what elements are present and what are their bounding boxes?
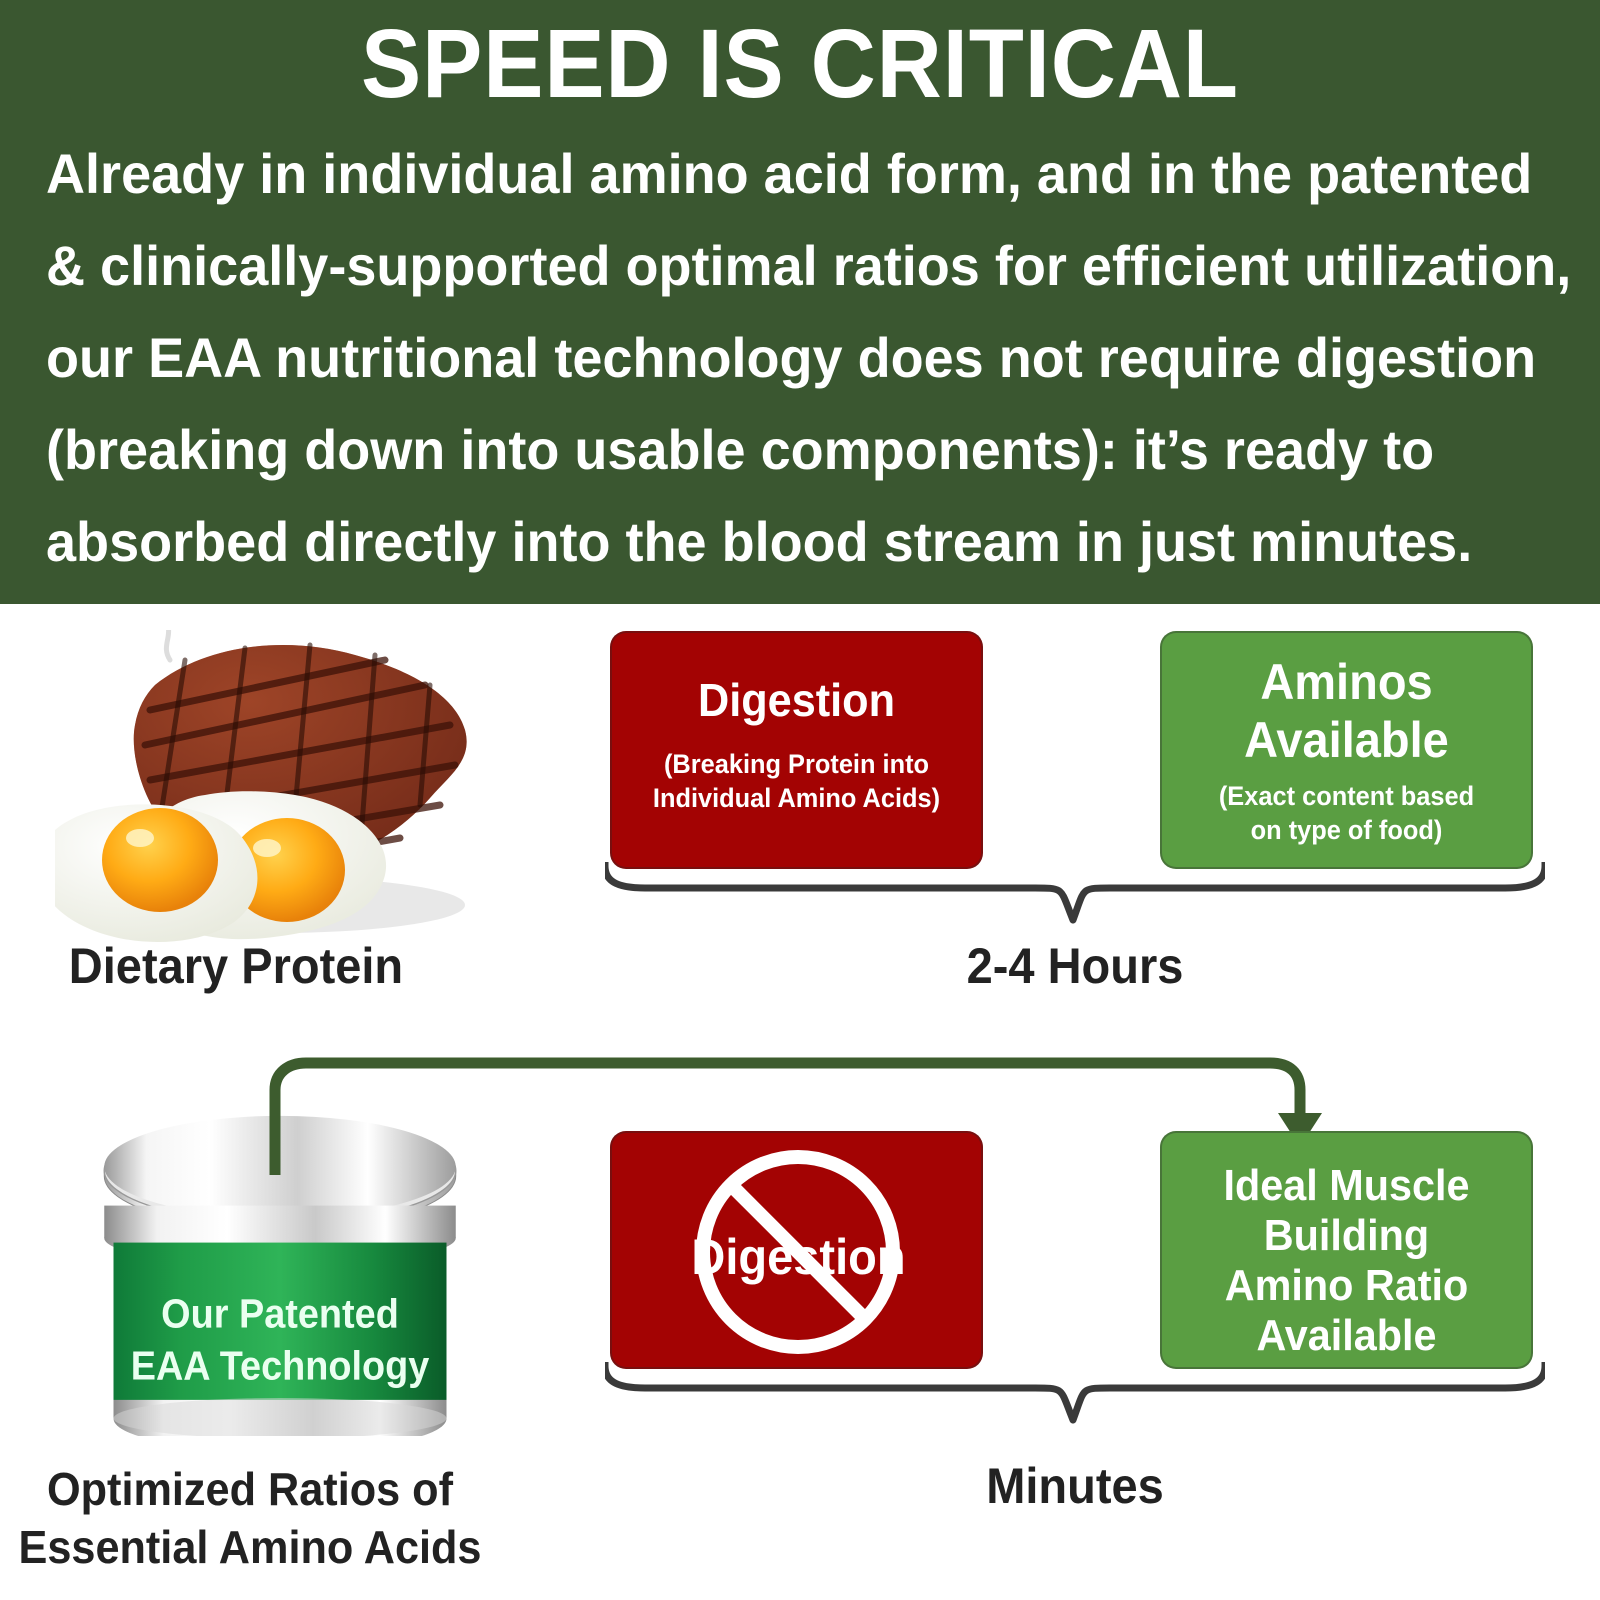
svg-text:EAA Technology: EAA Technology [131, 1343, 430, 1389]
svg-text:Our Patented: Our Patented [161, 1291, 399, 1337]
